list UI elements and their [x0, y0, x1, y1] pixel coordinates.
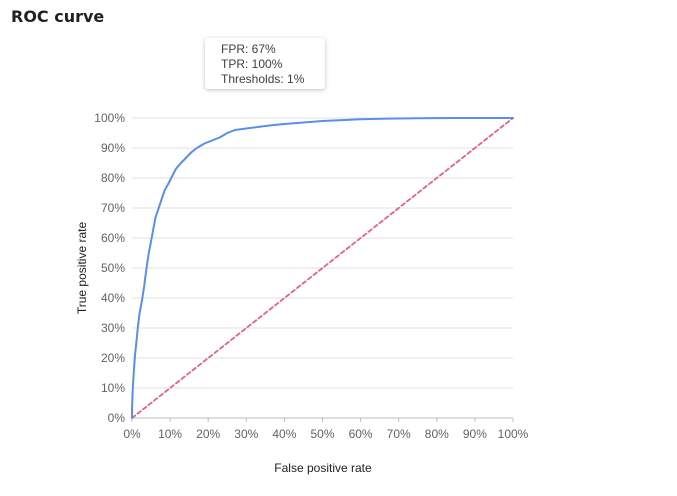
y-tick-label: 60% [101, 231, 125, 245]
x-tick-label: 0% [123, 427, 141, 441]
y-tick-label: 100% [94, 111, 125, 125]
y-axis-ticks: 0% 10% 20% 30% 40% 50% 60% 70% 80% 90% 100% [94, 111, 125, 425]
x-tick-label: 50% [310, 427, 334, 441]
x-tick-label: 70% [387, 427, 411, 441]
y-tick-label: 80% [101, 171, 125, 185]
y-tick-label: 40% [101, 291, 125, 305]
y-tick-label: 0% [108, 411, 126, 425]
roc-curve-line [131, 117, 514, 419]
x-tick-label: 60% [349, 427, 373, 441]
x-axis-title: False positive rate [274, 461, 372, 475]
y-tick-label: 30% [101, 321, 125, 335]
series-lines [131, 117, 514, 419]
hover-tooltip: FPR: 67% TPR: 100% Thresholds: 1% [205, 38, 325, 89]
x-tick-label: 80% [425, 427, 449, 441]
x-tick-label: 30% [234, 427, 258, 441]
random-baseline-line [131, 117, 514, 419]
y-tick-label: 70% [101, 201, 125, 215]
y-tick-label: 90% [101, 141, 125, 155]
x-axis-ticks: 0% 10% 20% 30% 40% 50% 60% 70% 80% 90% 100% [123, 418, 529, 441]
y-tick-label: 50% [101, 261, 125, 275]
x-tick-label: 90% [463, 427, 487, 441]
tooltip-fpr: FPR: 67% [221, 42, 276, 56]
tooltip-thresholds: Thresholds: 1% [221, 72, 305, 86]
x-tick-label: 100% [498, 427, 529, 441]
y-tick-label: 10% [101, 381, 125, 395]
x-tick-label: 40% [272, 427, 296, 441]
page-title: ROC curve [11, 7, 105, 26]
y-tick-label: 20% [101, 351, 125, 365]
y-axis-title: True positive rate [75, 222, 89, 315]
tooltip-tpr: TPR: 100% [221, 57, 283, 71]
x-tick-label: 20% [196, 427, 220, 441]
x-tick-label: 10% [158, 427, 182, 441]
